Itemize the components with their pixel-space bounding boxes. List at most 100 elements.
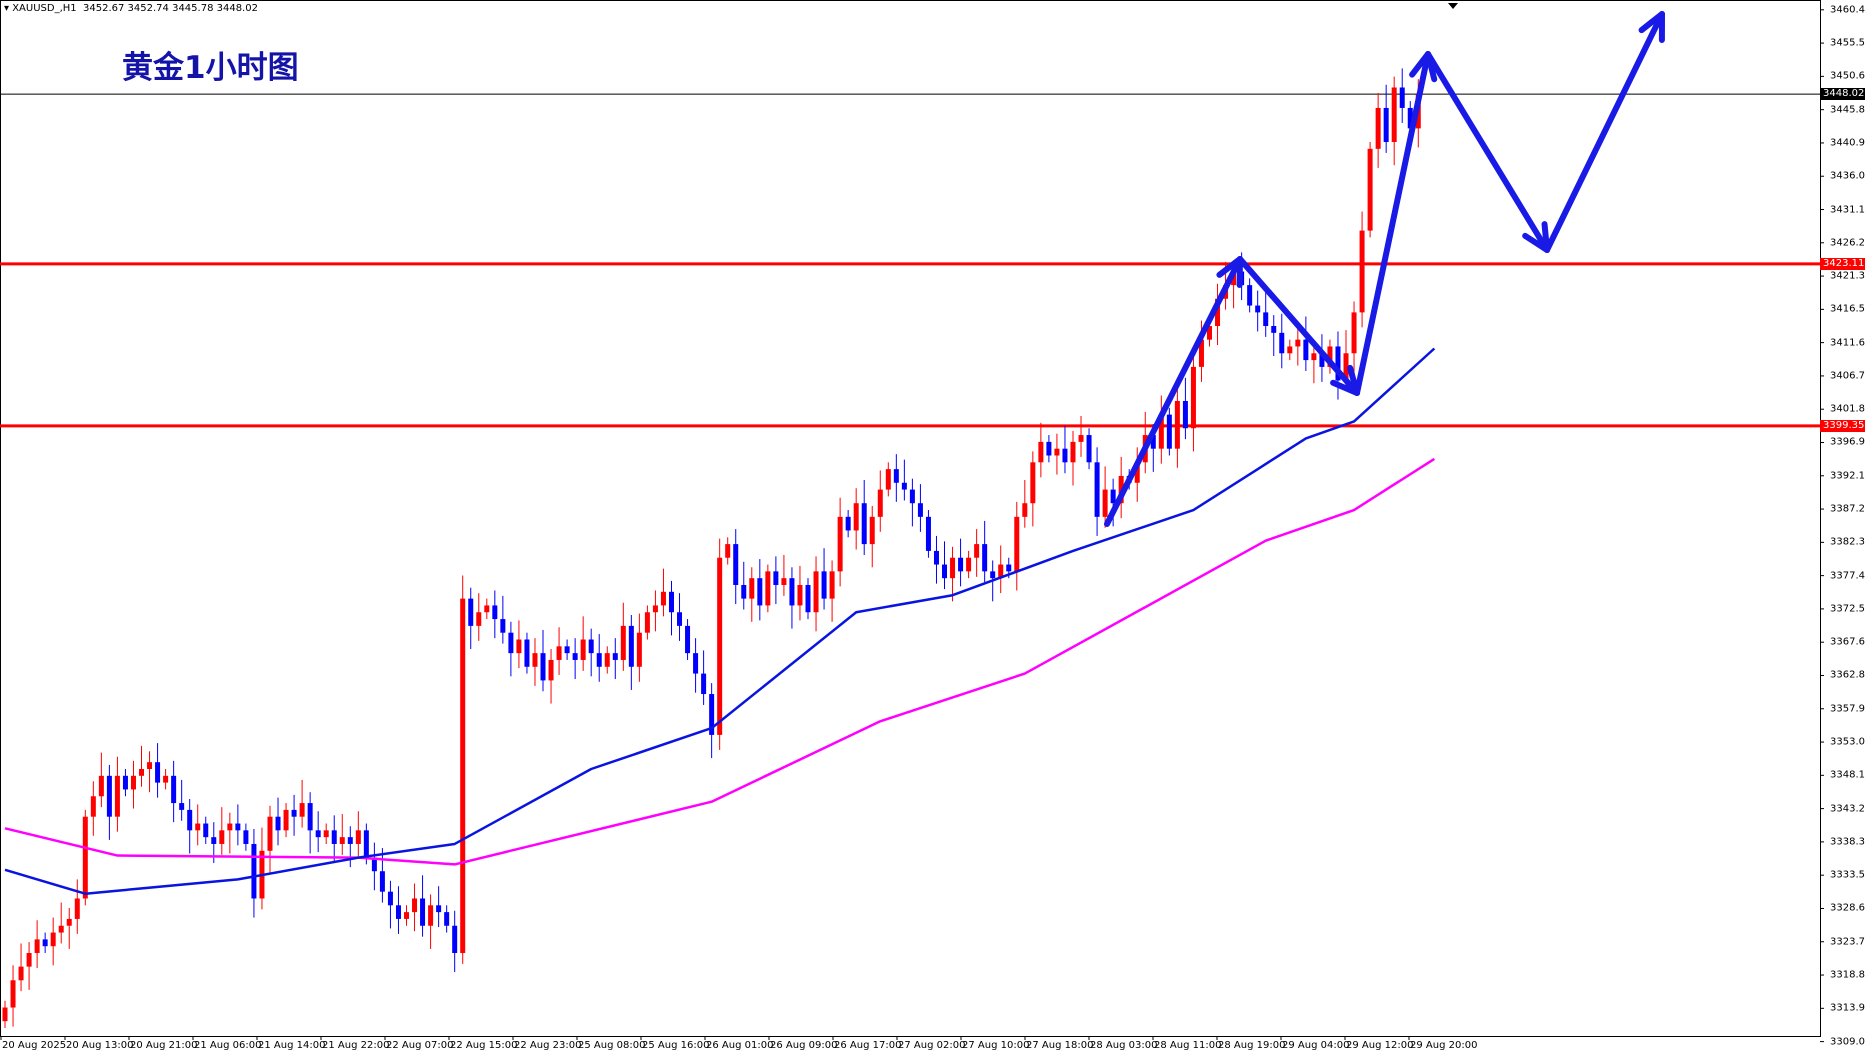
bearish-candle	[741, 584, 747, 599]
x-tick-label: 28 Aug 19:00	[1218, 1040, 1286, 1051]
trend-arrow-segment	[1354, 51, 1431, 396]
bearish-candle	[307, 803, 313, 831]
x-tick-label: 22 Aug 07:00	[386, 1040, 454, 1051]
bullish-candle	[323, 830, 329, 838]
bearish-candle	[371, 857, 377, 872]
y-tick-label: 3377.40	[1830, 570, 1865, 582]
bearish-candle	[701, 673, 707, 695]
bearish-candle	[211, 837, 217, 844]
y-tick-label: 3460.40	[1830, 4, 1865, 16]
y-tick-label: 3309.00	[1830, 1036, 1865, 1048]
bullish-candle	[1158, 414, 1164, 449]
y-tick-label: 3406.70	[1830, 370, 1865, 382]
trend-arrow-segment	[1544, 11, 1665, 253]
bearish-candle	[990, 571, 996, 579]
bearish-candle	[524, 639, 530, 667]
bearish-candle	[122, 775, 128, 790]
bullish-candle	[1038, 441, 1044, 463]
bearish-candle	[1006, 564, 1012, 572]
bearish-candle	[452, 925, 458, 954]
y-tick-label: 3372.50	[1830, 603, 1865, 615]
bearish-candle	[1247, 285, 1253, 306]
bearish-candle	[982, 544, 988, 572]
plot-frame	[0, 0, 1821, 1037]
bearish-candle	[106, 775, 112, 817]
y-tick-label: 3411.60	[1830, 337, 1865, 349]
bullish-candle	[1311, 353, 1317, 361]
bullish-candle	[950, 557, 956, 579]
bullish-candle	[98, 775, 104, 797]
moving-average-fast-line	[4, 347, 1436, 895]
bullish-candle	[636, 632, 642, 667]
bullish-candle	[998, 564, 1004, 579]
bullish-candle	[267, 816, 273, 851]
bullish-candle	[877, 489, 883, 517]
bullish-candle	[797, 584, 803, 606]
bullish-candle	[74, 898, 80, 919]
bearish-candle	[171, 775, 177, 804]
bullish-candle	[516, 639, 522, 654]
bearish-candle	[315, 830, 321, 838]
bullish-candle	[227, 823, 233, 831]
bullish-candle	[1375, 107, 1381, 149]
bearish-candle	[395, 905, 401, 919]
bearish-candle	[243, 830, 249, 844]
bearish-candle	[757, 578, 763, 606]
bullish-candle	[460, 598, 466, 954]
bearish-candle	[291, 809, 297, 817]
x-tick-label: 22 Aug 23:00	[514, 1040, 582, 1051]
bullish-candle	[829, 571, 835, 599]
bullish-candle	[644, 612, 650, 633]
ohlc-values: 3452.67 3452.74 3445.78 3448.02	[83, 3, 258, 14]
y-tick-label: 3382.30	[1830, 536, 1865, 548]
bearish-candle	[331, 830, 337, 844]
bearish-candle	[845, 516, 851, 531]
y-tick-label: 3333.50	[1830, 869, 1865, 881]
y-tick-label: 3338.30	[1830, 836, 1865, 848]
bullish-candle	[974, 544, 980, 558]
bearish-candle	[468, 598, 474, 626]
bullish-candle	[195, 823, 201, 831]
bullish-candle	[50, 932, 56, 947]
x-tick-label: 20 Aug 2025	[2, 1040, 67, 1051]
x-tick-label: 20 Aug 21:00	[130, 1040, 198, 1051]
bearish-candle	[500, 619, 506, 633]
y-tick-label: 3445.80	[1830, 104, 1865, 116]
y-tick-label: 3421.30	[1830, 270, 1865, 282]
bearish-candle	[709, 694, 715, 735]
bullish-candle	[556, 646, 562, 660]
y-tick-label: 3343.20	[1830, 803, 1865, 815]
y-tick-label: 3455.50	[1830, 37, 1865, 49]
bearish-candle	[1150, 435, 1156, 449]
bullish-candle	[1295, 339, 1301, 347]
bullish-candle	[58, 925, 64, 933]
trend-arrow-segment	[1425, 51, 1550, 253]
bearish-candle	[540, 653, 546, 681]
bearish-candle	[1335, 346, 1341, 381]
bearish-candle	[1399, 87, 1405, 108]
bullish-candle	[1215, 298, 1221, 327]
bullish-candle	[476, 612, 482, 626]
shift-marker-icon	[1448, 3, 1458, 9]
bullish-candle	[749, 578, 755, 599]
bullish-candle	[1327, 346, 1333, 367]
bullish-candle	[1030, 462, 1036, 504]
bearish-candle	[1303, 339, 1309, 361]
bearish-candle	[1319, 353, 1325, 367]
bearish-candle	[187, 809, 193, 831]
bullish-candle	[66, 918, 72, 926]
bullish-candle	[813, 571, 819, 613]
bullish-candle	[1367, 148, 1373, 231]
bullish-candle	[412, 898, 418, 913]
y-tick-label: 3401.80	[1830, 403, 1865, 415]
bullish-candle	[2, 1007, 8, 1022]
bearish-candle	[347, 837, 353, 844]
bearish-candle	[1271, 326, 1277, 333]
bearish-candle	[685, 625, 691, 654]
y-tick-label: 3362.80	[1830, 669, 1865, 681]
bearish-candle	[1046, 441, 1052, 456]
y-tick-label: 3313.90	[1830, 1002, 1865, 1014]
bearish-candle	[1182, 400, 1188, 429]
bullish-candle	[869, 516, 875, 545]
